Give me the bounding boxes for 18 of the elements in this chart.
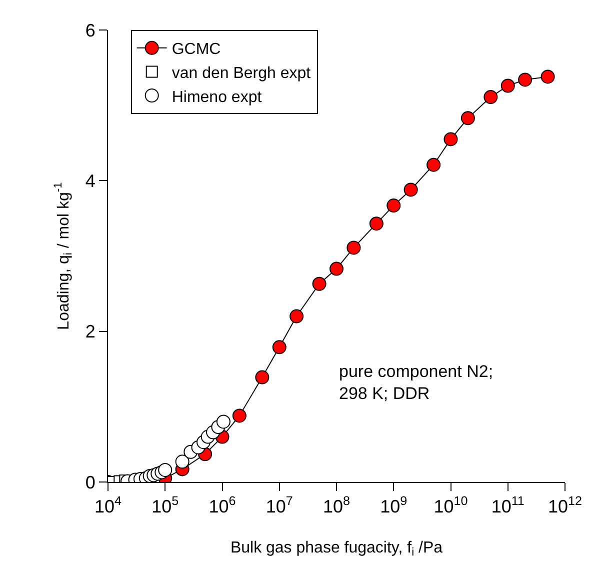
y-tick-label: 0 (85, 472, 96, 492)
x-tick-label: 10$^{12}$ (548, 494, 582, 517)
y-tick-label: 4 (85, 170, 96, 191)
x-tick-label: 10$^{6}$ (208, 494, 236, 517)
x-tick-label: 10$^{8}$ (322, 494, 350, 517)
annotation: pure component N2; 298 K; DDR (339, 362, 494, 404)
x-tick-label: 10$^{5}$ (152, 494, 179, 517)
x-tick-label: 10$^{7}$ (266, 494, 293, 517)
x-tick-label: 10$^{10}$ (434, 494, 468, 517)
x-tick-label: 10$^{4}$ (94, 494, 122, 517)
x-tick-label: 10$^{9}$ (380, 494, 408, 517)
y-tick-label: 6 (85, 20, 96, 40)
legend-label: GCMC (172, 41, 221, 58)
legend-label: Himeno expt (172, 88, 262, 106)
x-axis-title: Bulk gas phase fugacity, f$_{i}$ /Pa (230, 539, 443, 559)
y-tick-label: 2 (85, 322, 96, 342)
x-tick-label: 10$^{11}$ (491, 494, 524, 517)
legend-label: van den Bergh expt (172, 64, 312, 82)
